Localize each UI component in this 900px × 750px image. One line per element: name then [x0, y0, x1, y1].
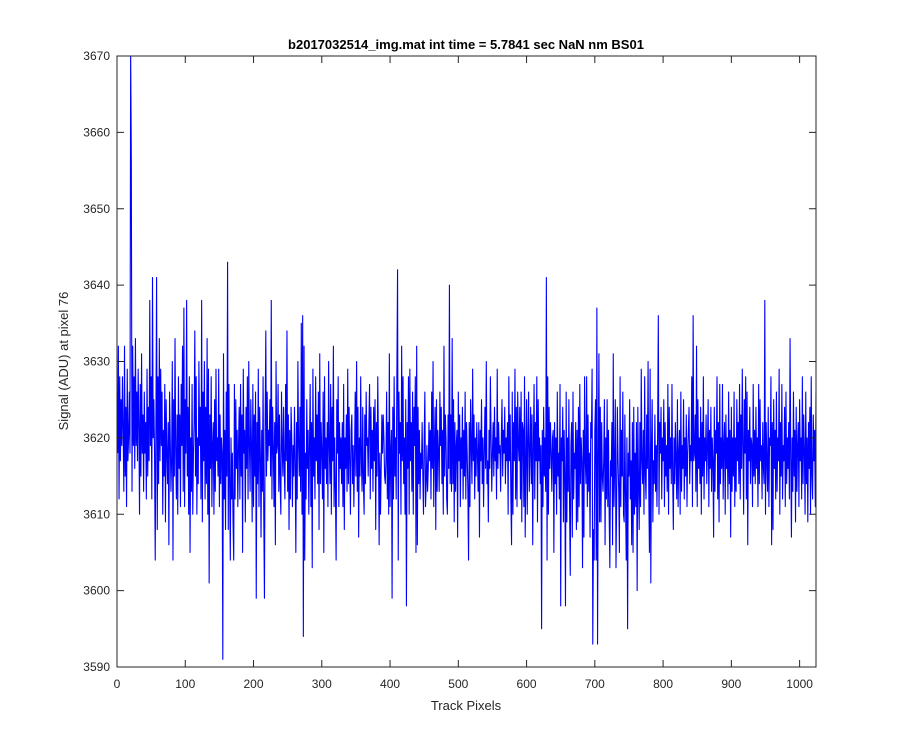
x-tick-label: 300	[312, 677, 332, 691]
x-axis-label: Track Pixels	[431, 698, 502, 713]
y-tick-label: 3660	[83, 125, 110, 139]
x-tick-label: 500	[448, 677, 468, 691]
plot-area	[117, 56, 816, 667]
x-tick-label: 700	[585, 677, 605, 691]
y-tick-label: 3630	[83, 355, 110, 369]
y-axis-ticks: 3590 3600 3610 3620 3630 3640 3650 3660 3670	[83, 49, 816, 674]
y-tick-label: 3670	[83, 49, 110, 63]
x-tick-label: 800	[653, 677, 673, 691]
x-tick-label: 900	[721, 677, 741, 691]
x-tick-label: 200	[244, 677, 264, 691]
x-tick-label: 1000	[786, 677, 813, 691]
y-tick-label: 3610	[83, 507, 110, 521]
y-axis-label: Signal (ADU) at pixel 76	[56, 292, 71, 431]
x-tick-label: 0	[114, 677, 121, 691]
x-tick-label: 600	[517, 677, 537, 691]
chart-title: b2017032514_img.mat int time = 5.7841 se…	[288, 37, 644, 52]
series-line-1	[117, 56, 816, 660]
y-tick-label: 3650	[83, 202, 110, 216]
x-tick-label: 100	[175, 677, 195, 691]
y-tick-label: 3590	[83, 660, 110, 674]
y-tick-label: 3640	[83, 278, 110, 292]
x-tick-label: 400	[380, 677, 400, 691]
x-axis-ticks: 0 100 200 300 400 500 600 700 800 900 1000	[114, 56, 813, 691]
y-tick-label: 3600	[83, 584, 110, 598]
series-layer	[117, 56, 816, 660]
y-tick-label: 3620	[83, 431, 110, 445]
